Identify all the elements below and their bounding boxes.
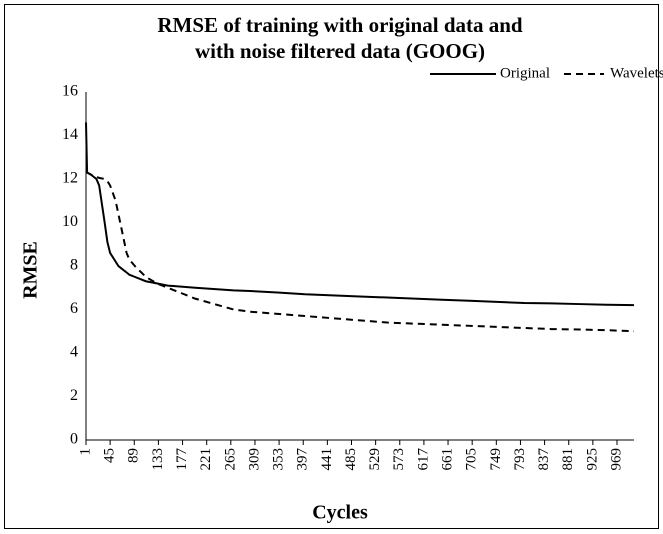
x-tick-label: 661	[439, 448, 455, 471]
x-tick-label: 837	[536, 448, 552, 471]
y-tick-label: 10	[62, 213, 78, 230]
x-tick-label: 573	[391, 448, 407, 471]
x-tick-label: 353	[271, 448, 287, 471]
x-tick-label: 793	[512, 448, 528, 471]
x-tick-label: 309	[246, 448, 262, 471]
y-tick-label: 0	[70, 431, 78, 448]
x-tick-label: 441	[319, 448, 335, 471]
x-tick-label: 45	[102, 448, 118, 463]
x-tick-label: 705	[464, 448, 480, 471]
y-tick-label: 6	[70, 300, 78, 317]
chart-subtitle: with noise filtered data (GOOG)	[195, 39, 485, 63]
y-tick-label: 8	[70, 257, 78, 274]
x-tick-label: 617	[415, 448, 431, 471]
x-tick-label: 1	[77, 448, 93, 456]
x-tick-label: 221	[198, 448, 214, 471]
series-line	[86, 171, 635, 333]
y-tick-label: 4	[70, 344, 78, 361]
x-axis-label: Cycles	[312, 502, 368, 524]
y-tick-label: 14	[62, 126, 78, 143]
x-tick-label: 265	[222, 448, 238, 471]
y-axis-label: RMSE	[20, 241, 42, 299]
y-tick-label: 2	[70, 387, 78, 404]
x-tick-label: 925	[584, 448, 600, 471]
x-tick-label: 969	[608, 448, 624, 471]
x-tick-label: 89	[126, 448, 142, 463]
x-tick-label: 133	[150, 448, 166, 471]
x-tick-label: 749	[488, 448, 504, 471]
x-tick-label: 881	[560, 448, 576, 471]
y-tick-label: 12	[62, 170, 78, 187]
chart-border	[4, 4, 659, 529]
y-tick-label: 16	[62, 83, 78, 100]
legend-label: Wavelets	[610, 65, 663, 81]
x-tick-label: 485	[343, 448, 359, 471]
x-tick-label: 529	[367, 448, 383, 471]
legend-label: Original	[500, 65, 550, 81]
series-line	[85, 122, 635, 307]
x-tick-label: 177	[174, 448, 190, 471]
chart-title: RMSE of training with original data and	[157, 13, 523, 37]
x-tick-label: 397	[295, 448, 311, 471]
